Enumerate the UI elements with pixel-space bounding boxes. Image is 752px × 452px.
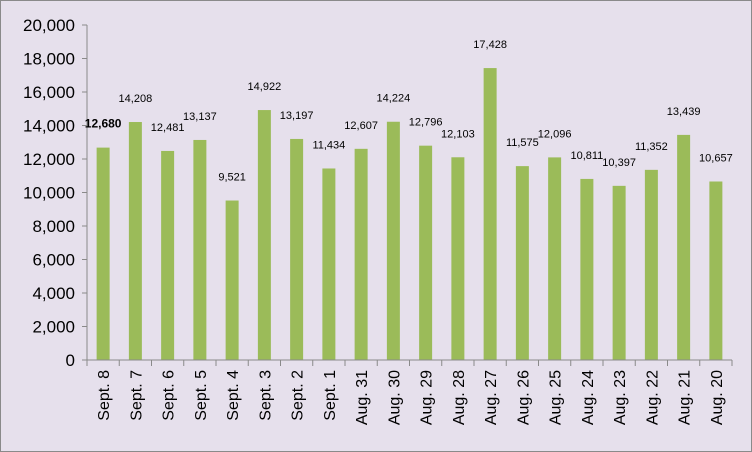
- y-tick-label: 10,000: [23, 184, 75, 203]
- x-tick-label: Aug. 28: [451, 370, 468, 425]
- data-label: 14,224: [377, 93, 411, 105]
- x-tick-label: Aug. 24: [580, 370, 597, 425]
- y-axis: 0 2,000 4,000 6,000 8,000 10,000 12,000 14,000 1…: [23, 16, 88, 370]
- bar-series: [96, 68, 723, 361]
- bar: [612, 185, 626, 360]
- data-label: 13,197: [280, 110, 314, 122]
- bar: [193, 139, 207, 360]
- x-tick-label: Aug. 29: [419, 370, 436, 425]
- bar: [580, 178, 594, 360]
- y-tick-label: 12,000: [23, 150, 75, 169]
- y-tick-label: 0: [66, 351, 75, 370]
- bar: [128, 122, 142, 361]
- data-label: 13,439: [667, 106, 701, 118]
- bar: [515, 166, 529, 360]
- data-label: 10,397: [602, 157, 636, 169]
- x-tick-label: Sept. 7: [128, 370, 145, 421]
- data-label: 14,208: [119, 93, 153, 105]
- x-tick-label: Sept. 1: [322, 370, 339, 421]
- bar: [709, 181, 723, 360]
- data-label: 11,434: [312, 139, 345, 151]
- x-tick-label: Aug. 31: [354, 370, 371, 425]
- x-tick-label: Sept. 2: [290, 370, 307, 421]
- bar: [290, 138, 304, 360]
- y-tick-label: 18,000: [23, 50, 75, 69]
- bar: [225, 200, 239, 360]
- data-label: 10,811: [570, 150, 603, 162]
- bar: [96, 147, 110, 360]
- x-tick-label: Aug. 20: [709, 370, 726, 425]
- data-label: 12,481: [151, 122, 185, 134]
- y-tick-label: 16,000: [23, 83, 75, 102]
- x-tick-label: Aug. 21: [677, 370, 694, 425]
- x-tick-label: Sept. 8: [96, 370, 113, 421]
- bar: [161, 150, 175, 360]
- data-label: 12,096: [538, 128, 572, 140]
- data-label: 14,922: [248, 81, 282, 93]
- data-label: 17,428: [473, 39, 507, 51]
- data-label: 12,103: [441, 128, 475, 140]
- y-tick-label: 2,000: [32, 318, 75, 337]
- y-tick-label: 8,000: [32, 217, 75, 236]
- x-tick-label: Aug. 23: [612, 370, 629, 425]
- x-tick-label: Sept. 6: [161, 370, 178, 421]
- bar: [386, 121, 400, 360]
- bar: [548, 157, 562, 360]
- x-tick-label: Aug. 30: [386, 370, 403, 425]
- x-tick-label: Sept. 5: [193, 370, 210, 421]
- x-tick-label: Sept. 3: [257, 370, 274, 421]
- bar: [644, 169, 658, 360]
- data-label: 13,137: [183, 111, 217, 123]
- data-label: 11,352: [635, 141, 668, 153]
- y-tick-label: 14,000: [23, 117, 75, 136]
- bar: [257, 110, 271, 360]
- bar: [322, 168, 336, 360]
- y-tick-label: 20,000: [23, 16, 75, 35]
- y-tick-label: 4,000: [32, 284, 75, 303]
- bar: [354, 148, 368, 360]
- bar: [483, 68, 497, 361]
- data-label: 11,575: [506, 137, 539, 149]
- data-label: 12,796: [409, 117, 443, 129]
- x-tick-label: Aug. 22: [644, 370, 661, 425]
- bar: [451, 157, 465, 360]
- bar: [419, 145, 433, 360]
- data-label: 10,657: [699, 152, 733, 164]
- x-tick-label: Sept. 4: [225, 370, 242, 421]
- x-tick-label: Aug. 27: [483, 370, 500, 425]
- y-tick-label: 6,000: [32, 251, 75, 270]
- x-tick-label: Aug. 26: [515, 370, 532, 425]
- bar: [677, 134, 691, 360]
- x-tick-label: Aug. 25: [548, 370, 565, 425]
- data-label: 9,521: [218, 172, 246, 184]
- data-label: 12,607: [344, 120, 378, 132]
- data-label: 12,680: [85, 117, 122, 131]
- x-axis: Sept. 8 Sept. 7 Sept. 6 Sept. 5 Sept. 4 Sept.…: [86, 359, 733, 425]
